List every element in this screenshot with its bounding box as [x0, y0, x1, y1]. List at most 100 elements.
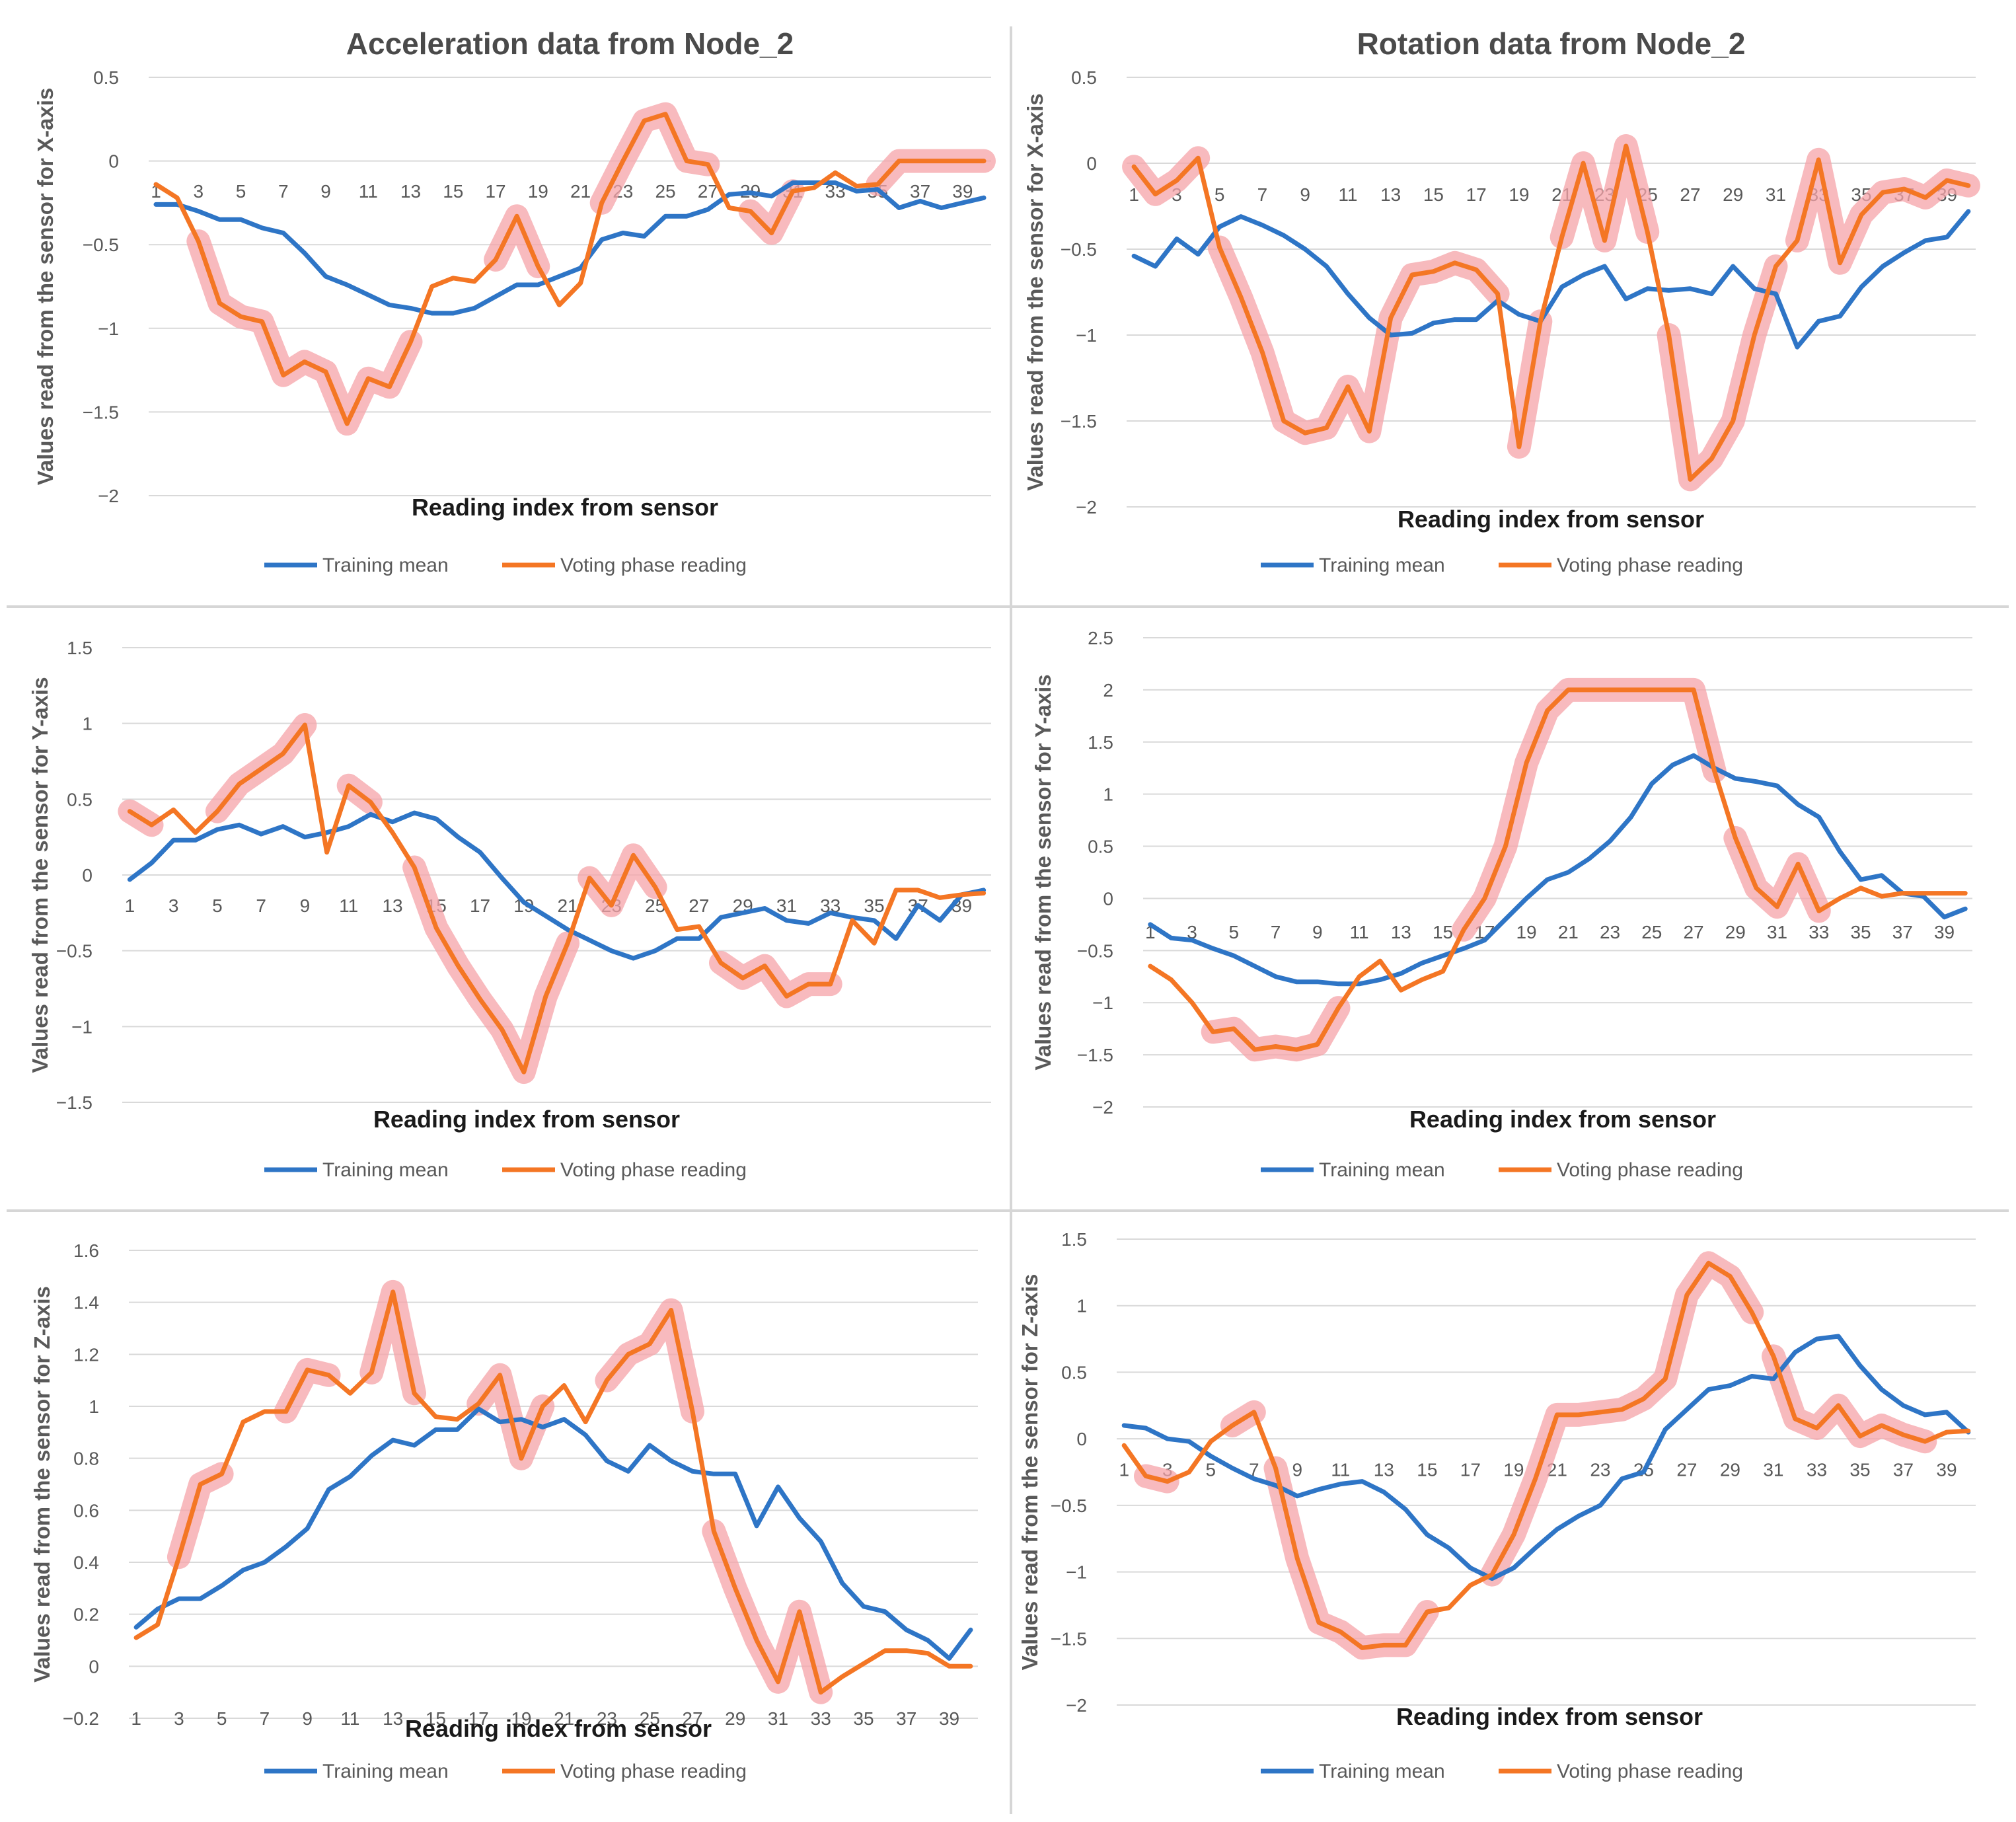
chart-acc-y: 1.510.50−0.5−1−1.51 3 5 7 9 11 13 15 17 19 21 23 25 2… [28, 638, 991, 1181]
x-tick-label: 13 [382, 895, 402, 916]
y-tick-label: −0.2 [63, 1708, 99, 1729]
x-tick-label: 3 [174, 1708, 184, 1729]
x-tick-label: 33 [1809, 922, 1829, 942]
series-line-voting-phase [1121, 1260, 1971, 1650]
y-tick-label: 1 [1103, 784, 1113, 805]
x-tick-label: 35 [853, 1708, 874, 1729]
x-axis-label: Reading index from sensor [412, 494, 718, 521]
legend: Training mean Voting phase reading [1261, 1761, 1743, 1782]
x-tick-label: 7 [1271, 922, 1281, 942]
y-tick-label: −2 [98, 486, 119, 506]
x-axis-label: Reading index from sensor [1409, 1106, 1716, 1133]
y-tick-label: −1.5 [56, 1092, 93, 1113]
legend-label-voting: Voting phase reading [1557, 554, 1743, 576]
chart-rot-x: Rotation data from Node_2 0.5 0 −0.5 −1 −1.5 −… [1023, 26, 1980, 576]
x-tick-label: 27 [689, 895, 709, 916]
y-tick-label: 0.5 [93, 67, 119, 88]
x-tick-label: 5 [236, 181, 246, 202]
y-tick-label: −0.5 [1051, 1496, 1087, 1516]
x-tick-label: 31 [776, 895, 797, 916]
x-tick-label: 3 [168, 895, 179, 916]
x-tick-label: 39 [1936, 1459, 1957, 1480]
chart-title: Rotation data from Node_2 [1357, 26, 1746, 61]
y-tick-label: 1 [1076, 1296, 1087, 1316]
y-tick-label: −1 [1076, 325, 1097, 346]
x-tick-label: 29 [1725, 922, 1746, 942]
x-tick-label: 15 [426, 1708, 446, 1729]
x-tick-label: 15 [1423, 184, 1444, 205]
x-tick-label: 15 [1433, 922, 1453, 942]
x-tick-label: 21 [1558, 922, 1579, 942]
x-tick-label: 13 [1391, 922, 1411, 942]
y-axis-label: Values read from the sensor for Y-axis [28, 677, 52, 1073]
legend-label-voting: Voting phase reading [1557, 1761, 1743, 1782]
x-tick-label: 21 [554, 1708, 574, 1729]
y-tick-label: 1.6 [73, 1240, 99, 1261]
x-axis-label: Reading index from sensor [1398, 506, 1704, 533]
legend-label-training: Training mean [322, 554, 449, 576]
legend: Training mean Voting phase reading [1261, 554, 1743, 576]
x-tick-label: 25 [655, 181, 675, 202]
y-tick-label: −1.5 [1077, 1045, 1113, 1065]
legend: Training mean Voting phase reading [264, 1761, 747, 1782]
x-tick-label: 35 [1849, 1459, 1870, 1480]
x-tick-label: 25 [640, 1708, 660, 1729]
x-tick-label: 19 [528, 181, 548, 202]
y-tick-label: 1.2 [73, 1344, 99, 1365]
x-tick-label: 39 [952, 181, 973, 202]
y-tick-label: −1.5 [83, 402, 119, 422]
x-tick-label: 17 [470, 895, 490, 916]
x-tick-label: 29 [1723, 184, 1743, 205]
y-tick-label: −0.5 [83, 235, 119, 255]
chart-panels: Acceleration data from Node_2 0.5 0 −0.5 −1 −… [28, 26, 1980, 1782]
series-line-voting-phase [127, 722, 987, 1075]
x-tick-label: 27 [1683, 922, 1703, 942]
x-tick-label: 9 [1300, 184, 1310, 205]
x-tick-label: 7 [278, 181, 289, 202]
y-tick-label: −1 [1066, 1562, 1087, 1583]
x-tick-label: 11 [359, 181, 378, 202]
series-line-training-mean [1131, 209, 1971, 350]
x-tick-label: 9 [320, 181, 331, 202]
x-tick-label: 9 [1312, 922, 1323, 942]
y-tick-label: −0.5 [56, 941, 93, 962]
x-tick-label: 13 [1380, 184, 1401, 205]
x-tick-label: 9 [1292, 1459, 1303, 1480]
y-tick-label: 1.5 [1061, 1229, 1087, 1250]
chart-title: Acceleration data from Node_2 [346, 26, 794, 61]
x-tick-label: 23 [1600, 922, 1620, 942]
y-axis-label: Values read from the sensor for Z-axis [1018, 1274, 1042, 1671]
legend-label-training: Training mean [322, 1159, 449, 1181]
legend-label-training: Training mean [1319, 1761, 1445, 1782]
x-tick-label: 19 [1503, 1459, 1524, 1480]
y-tick-label: 1.5 [1088, 732, 1113, 753]
x-axis-label: Reading index from sensor [373, 1106, 680, 1133]
series-line-voting-phase [1131, 143, 1971, 482]
y-axis-label: Values read from the sensor for X-axis [1023, 93, 1047, 491]
y-tick-label: 0.5 [1088, 837, 1113, 857]
x-tick-label: 5 [212, 895, 223, 916]
legend-label-voting: Voting phase reading [1557, 1159, 1743, 1181]
y-tick-label: −1.5 [1051, 1628, 1087, 1649]
series-line-voting-phase [133, 1289, 973, 1695]
chart-acc-z: 1.61.41.210.80.60.40.20−0.2 1 3 5 7 9 11 13 15 17… [30, 1240, 978, 1782]
y-tick-label: 0.5 [1071, 67, 1097, 88]
legend: Training mean Voting phase reading [264, 554, 747, 576]
x-tick-label: 1 [1119, 1459, 1129, 1480]
x-tick-label: 1 [131, 1708, 141, 1729]
x-tick-label: 37 [910, 181, 930, 202]
x-tick-label: 17 [1466, 184, 1487, 205]
x-tick-label: 27 [1680, 184, 1700, 205]
x-tick-label: 7 [1249, 1459, 1259, 1480]
y-axis-label: Values read from the sensor for X-axis [33, 88, 57, 486]
y-tick-label: −2 [1092, 1097, 1113, 1118]
y-tick-label: 0 [1103, 888, 1113, 909]
y-tick-label: 0 [89, 1656, 99, 1677]
y-tick-label: 0.5 [67, 789, 93, 810]
legend-label-training: Training mean [1319, 554, 1445, 576]
chart-rot-z: 1.510.50−0.5−1−1.5−21 3 5 7 9 11 13 15 17 19 21 23 2… [1018, 1229, 1976, 1782]
chart-rot-y: 2.521.510.50−0.5−1−1.5−21 3 5 7 9 11 13 15 17 19 2… [1031, 628, 1972, 1181]
x-tick-label: 37 [1892, 922, 1913, 942]
